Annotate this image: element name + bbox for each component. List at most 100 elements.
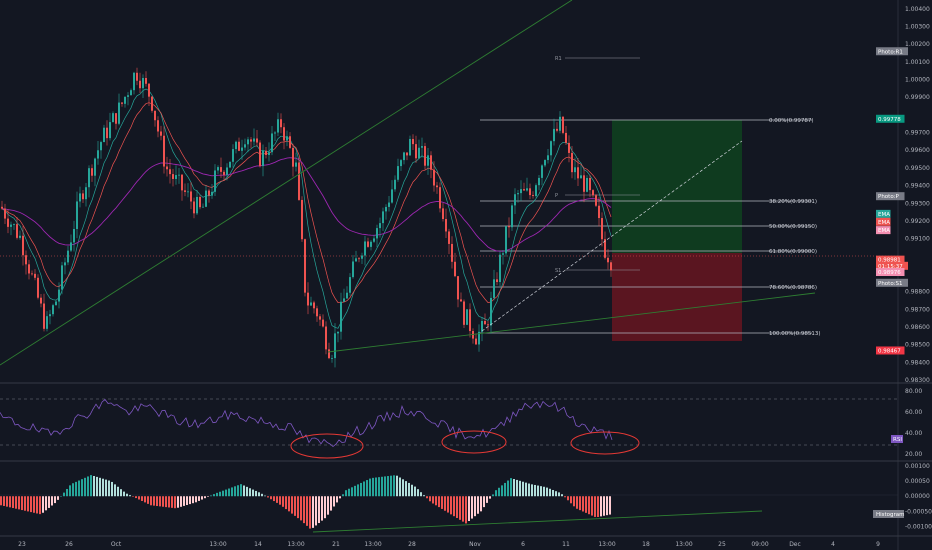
histogram-bar [12, 496, 14, 509]
histogram-trendline[interactable] [312, 510, 763, 533]
candle-body [505, 226, 507, 254]
candle-body [493, 279, 495, 298]
histogram-bar [36, 496, 38, 514]
candle-body [274, 132, 276, 134]
histogram-bar [606, 496, 608, 516]
histogram-bar [30, 496, 32, 513]
histogram-bar [201, 496, 203, 500]
histogram-bar [432, 496, 434, 504]
histogram-bar [102, 478, 104, 497]
histogram-bar [132, 496, 134, 497]
histogram-bar [312, 496, 314, 528]
histogram-bar [456, 496, 458, 518]
candle-body [376, 228, 378, 239]
candle-body [580, 175, 582, 179]
candle-body [178, 174, 180, 176]
histogram-bar [489, 496, 491, 499]
histogram-bar [402, 479, 404, 497]
histogram-bar [333, 496, 335, 507]
price-tag-label: 0.98981 [878, 258, 901, 264]
histogram-bar [414, 486, 416, 497]
histogram-bar [27, 496, 29, 512]
long-position-loss-zone[interactable] [612, 253, 742, 341]
histogram-bar [393, 475, 395, 497]
candle-body [490, 297, 492, 326]
time-tick-label: 23 [18, 541, 26, 548]
candle-body [148, 83, 150, 97]
candle-body [277, 119, 279, 133]
histogram-bar [123, 491, 125, 497]
price-tag-label: Photo:S1 [878, 281, 903, 287]
histogram-bar [150, 496, 152, 506]
histogram-bar [105, 479, 107, 497]
histogram-bar [447, 496, 449, 513]
candle-body [25, 255, 27, 265]
histogram-bar [444, 496, 446, 511]
fib-label-786: 78.60%(0.98786) [769, 285, 817, 291]
candle-body [166, 166, 168, 170]
rsi-divergence-circle-1[interactable] [290, 433, 364, 459]
histogram-bar [429, 496, 431, 502]
price-tick-label: 1.00200 [905, 41, 930, 48]
histogram-bar [291, 496, 293, 514]
price-tag-label: Photo:P [878, 194, 900, 200]
histogram-bar [543, 486, 545, 497]
trendlines[interactable] [0, 0, 816, 366]
histogram-bar [171, 496, 173, 508]
histogram-bar [609, 496, 611, 515]
ascending-trendline-upper[interactable] [0, 0, 573, 366]
fib-retracement[interactable]: 0.00%(0.99787) 38.20%(0.99301) 50.00%(0.… [480, 118, 821, 337]
price-tags[interactable]: Photo:R1 0.99778 Photo:P EMA EMA EMA 0.9898101… [876, 47, 908, 355]
histogram-bar [222, 490, 224, 497]
histogram-bar [213, 494, 215, 497]
ascending-support-trendline[interactable] [327, 292, 816, 353]
rsi-tag[interactable]: RSI [891, 435, 903, 443]
rsi-divergence-circle-2[interactable] [441, 430, 507, 454]
candle-body [82, 193, 84, 200]
price-tick-label: 1.00000 [905, 77, 930, 84]
candle-body [361, 255, 363, 259]
candle-body [439, 187, 441, 209]
rsi-tag-box [891, 435, 903, 443]
rsi-divergence-circle-3[interactable] [570, 431, 640, 455]
histogram-bar [594, 496, 596, 517]
histogram-tag[interactable]: Histogram [873, 510, 905, 518]
candle-body [448, 231, 450, 244]
histogram-bar [534, 484, 536, 497]
histogram-bar [60, 496, 62, 497]
candle-body [373, 238, 375, 242]
fib-label-382: 38.20%(0.99301) [769, 199, 817, 205]
pivot-r1-label: R1 [555, 56, 562, 62]
candle-body [22, 235, 24, 256]
histogram-bar [297, 496, 299, 519]
candle-body [391, 189, 393, 203]
candle-body [445, 219, 447, 232]
price-tag-box [876, 47, 908, 56]
candle-body [238, 141, 240, 151]
time-tick-label: 25 [718, 541, 726, 548]
candle-body [394, 179, 396, 190]
histogram-tick-label: 0.00050 [905, 478, 930, 485]
candle-body [10, 224, 12, 227]
histogram-bar [279, 496, 281, 505]
dashed-projection-line[interactable] [481, 140, 743, 332]
time-tick-label: 13:00 [209, 541, 226, 548]
candle-body [28, 264, 30, 274]
candle-body [508, 226, 510, 228]
histogram-tick-label: -0.00050 [905, 508, 932, 515]
candle-body [73, 228, 75, 243]
histogram-bar [234, 486, 236, 497]
candle-body [289, 136, 291, 148]
candle-body [451, 243, 453, 262]
candle-body [184, 190, 186, 192]
price-tick-label: 0.99600 [905, 147, 930, 154]
candle-body [553, 128, 555, 142]
candle-body [403, 152, 405, 161]
candle-body [466, 309, 468, 325]
price-tick-label: 0.98300 [905, 377, 930, 384]
time-tick-label: Oct [111, 541, 122, 548]
histogram-bar [315, 496, 317, 526]
histogram-bar [390, 475, 392, 497]
long-position-profit-zone[interactable] [612, 120, 742, 253]
